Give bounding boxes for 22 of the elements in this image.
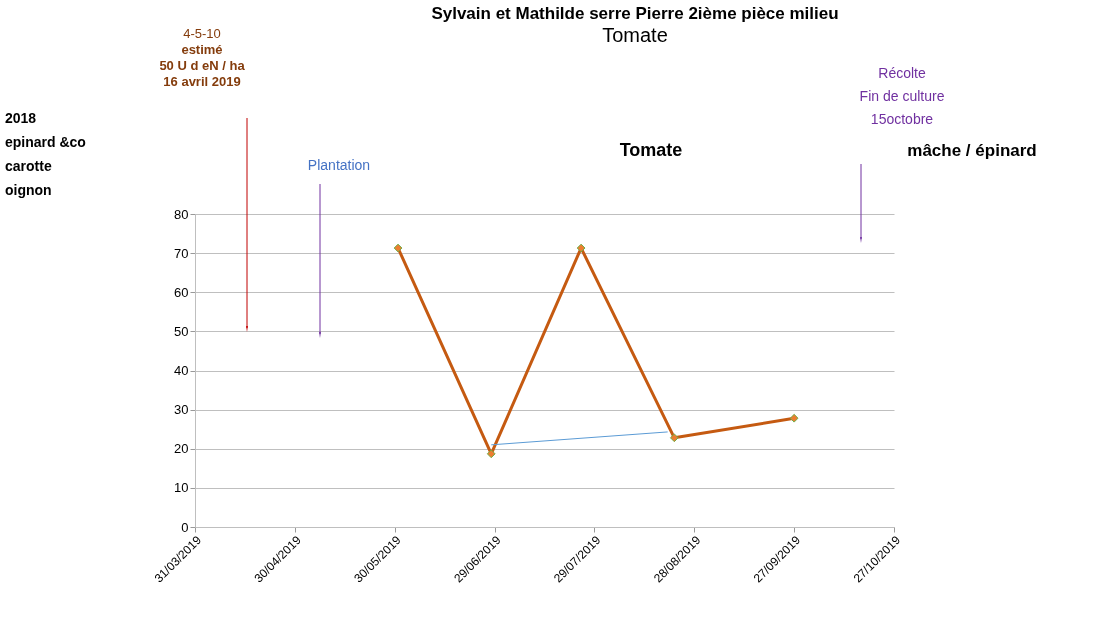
text: Tomate [619, 140, 683, 160]
y-tick-label: 60 [174, 284, 189, 300]
y-tick-label: 10 [174, 480, 189, 496]
y-tick-label: 40 [174, 363, 189, 378]
point [669, 433, 679, 443]
text: mâche / épinard [907, 141, 1037, 160]
y-tick-label: 20 [174, 441, 189, 457]
point [486, 449, 496, 459]
text: Récolte Fin de culture 15octobre [859, 65, 945, 127]
y-tick-label: 70 [174, 245, 189, 261]
point [393, 243, 403, 253]
text: 2018 epinard &co carotte oignon [5, 110, 86, 198]
y-tick-label: 50 [174, 323, 189, 339]
text: 4-5-10 estimé 50 U d eN / ha 16 avril 2019 [159, 26, 246, 89]
chart-title: Sylvain et Mathilde serre Pierre 2ième pièce milieu [431, 4, 839, 23]
y-tick-label: 80 [174, 206, 189, 222]
text: Plantation [307, 157, 371, 173]
point [576, 243, 586, 253]
y-tick-label: 30 [174, 402, 189, 418]
point [789, 413, 799, 423]
y-tick-label: 0 [181, 519, 189, 535]
chart-subtitle: Tomate [602, 24, 668, 46]
